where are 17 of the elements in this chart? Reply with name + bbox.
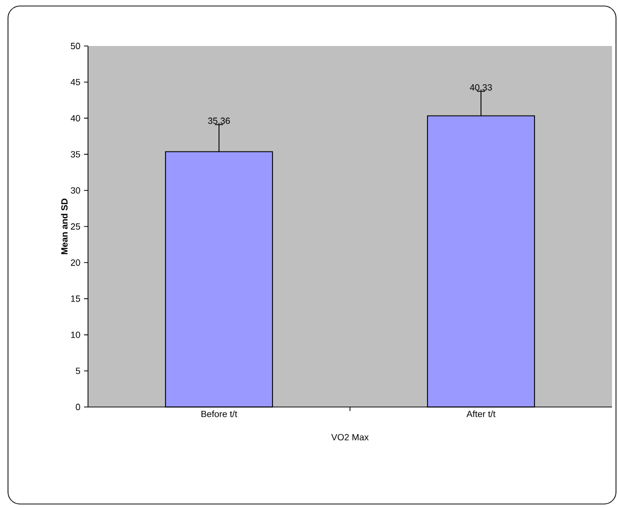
y-tick-label: 45 <box>70 78 80 86</box>
y-tick-label: 10 <box>71 332 80 338</box>
y-tick-label: 25 <box>70 223 80 230</box>
y-tick-label: 35 <box>70 151 80 158</box>
y-tick-label: 30 <box>70 187 80 194</box>
y-tick-label: 5 <box>76 368 80 374</box>
x-tick-label: After t/t <box>466 410 496 418</box>
y-tick-label: 40 <box>70 115 80 122</box>
x-axis-title: VO2 Max <box>331 434 369 440</box>
y-tick-label: 15 <box>71 296 80 302</box>
x-tick-label: Before t/t <box>201 410 238 418</box>
y-tick-label: 0 <box>76 404 80 410</box>
y-tick-label: 50 <box>70 42 80 50</box>
y-axis-title: Mean and SD <box>60 198 68 254</box>
data-label: 35.36 <box>208 118 230 124</box>
y-tick-label: 20 <box>70 259 80 266</box>
data-label: 40.33 <box>470 84 492 91</box>
